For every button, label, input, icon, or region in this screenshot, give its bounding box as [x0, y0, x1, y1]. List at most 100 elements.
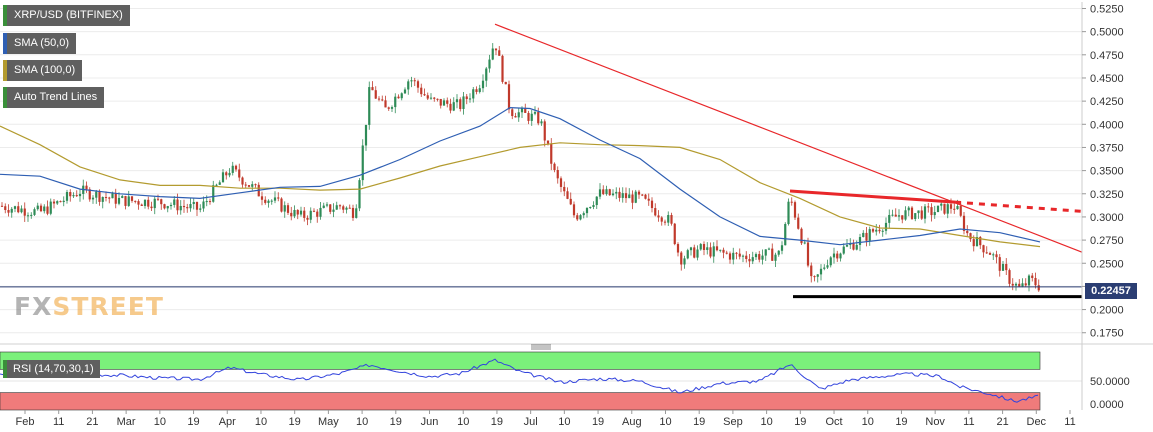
- pane-resize-handle[interactable]: [531, 344, 551, 350]
- legend-trendlines[interactable]: Auto Trend Lines: [3, 87, 105, 108]
- time-tick-label: 11: [963, 416, 974, 428]
- candle-body: [475, 89, 478, 92]
- time-tick-label: 10: [356, 416, 368, 428]
- candle-body: [56, 201, 59, 204]
- candle-body: [377, 98, 381, 100]
- candle-body: [920, 210, 923, 219]
- candle-body: [368, 87, 371, 125]
- candle-body: [722, 249, 725, 253]
- candle-body: [400, 93, 403, 99]
- candle-body: [579, 215, 582, 220]
- time-tick-label: 19: [693, 416, 705, 428]
- candle-body: [494, 48, 498, 51]
- candle-body: [1001, 263, 1005, 271]
- candle-body: [244, 184, 247, 186]
- candle-body: [1014, 283, 1018, 286]
- candle-body: [26, 215, 30, 217]
- candle-body: [865, 232, 868, 241]
- time-tick-label: Sep: [723, 416, 743, 428]
- candle-body: [904, 210, 907, 220]
- candle-body: [650, 200, 654, 209]
- candle-body: [605, 189, 608, 195]
- time-tick-label: 10: [760, 416, 772, 428]
- rsi-legend[interactable]: RSI (14,70,30,1): [3, 360, 100, 378]
- candle-body: [507, 84, 511, 110]
- candle-body: [621, 193, 624, 198]
- candle-body: [777, 250, 780, 255]
- time-tick-label: 19: [794, 416, 806, 428]
- candle-body: [741, 255, 745, 257]
- candle-body: [660, 217, 663, 222]
- candle-body: [280, 198, 283, 212]
- candle-body: [550, 143, 553, 164]
- candle-body: [540, 121, 543, 124]
- candle-body: [423, 94, 426, 96]
- candle-body: [754, 254, 758, 258]
- candle-body: [192, 202, 195, 205]
- candle-body: [290, 212, 293, 217]
- candle-body: [215, 184, 218, 186]
- time-tick-label: Jun: [421, 416, 439, 428]
- price-tick-label: 0.2750: [1090, 235, 1124, 247]
- candle-body: [69, 192, 72, 197]
- candle-body: [455, 99, 459, 103]
- candle-body: [260, 196, 264, 200]
- candle-body: [735, 252, 738, 254]
- legend-symbol[interactable]: XRP/USD (BITFINEX): [3, 5, 130, 26]
- candle-body: [780, 245, 784, 251]
- candle-body: [111, 193, 114, 199]
- candle-body: [153, 198, 156, 209]
- candle-body: [234, 165, 238, 170]
- time-tick-label: 10: [154, 416, 166, 428]
- time-tick-label: Oct: [825, 416, 842, 428]
- candle-body: [117, 197, 121, 204]
- candle-body: [319, 207, 322, 217]
- rsi-axis-labels: 50.0000 0.0000: [1090, 376, 1130, 411]
- legend-symbol-label: XRP/USD (BITFINEX): [14, 9, 123, 21]
- candle-body: [218, 182, 221, 185]
- candle-body: [930, 207, 933, 216]
- candle-body: [345, 207, 348, 210]
- candle-body: [228, 172, 231, 176]
- candle-body: [631, 194, 634, 203]
- candle-body: [940, 203, 943, 206]
- candle-body: [576, 215, 579, 220]
- sma-50-line: [0, 106, 1041, 246]
- price-tick-label: 0.2000: [1090, 305, 1124, 317]
- candle-body: [563, 186, 566, 192]
- candle-body: [992, 254, 995, 256]
- candle-body: [819, 268, 823, 275]
- candle-body: [335, 205, 338, 210]
- candle-body: [439, 98, 442, 106]
- candle-body: [78, 193, 82, 197]
- candle-body: [442, 100, 446, 106]
- candle-body: [953, 208, 956, 210]
- candle-body: [238, 169, 241, 178]
- candle-body: [189, 204, 192, 209]
- candle-body: [543, 121, 546, 141]
- rsi-overbought-zone: [0, 351, 1041, 370]
- candle-body: [644, 194, 647, 199]
- time-tick-label: 19: [390, 416, 402, 428]
- candle-body: [897, 215, 901, 217]
- candle-body: [52, 201, 56, 204]
- candle-body: [702, 244, 706, 250]
- candle-body: [231, 165, 234, 173]
- candle-body: [485, 68, 488, 81]
- candle-body: [179, 205, 182, 211]
- candle-body: [163, 204, 166, 209]
- price-tick-label: 0.3750: [1090, 142, 1124, 154]
- candle-body: [17, 206, 20, 213]
- candle-body: [670, 215, 673, 224]
- candle-body: [98, 191, 101, 202]
- legend-sma100[interactable]: SMA (100,0): [3, 60, 83, 81]
- candle-body: [49, 201, 52, 214]
- candle-body: [647, 198, 650, 201]
- candle-body: [979, 237, 982, 246]
- legend-sma50[interactable]: SMA (50,0): [3, 33, 77, 54]
- candle-body: [43, 206, 46, 212]
- candle-body: [299, 210, 303, 215]
- candle-body: [699, 244, 702, 250]
- candle-body: [884, 222, 888, 231]
- candle-body: [208, 201, 212, 203]
